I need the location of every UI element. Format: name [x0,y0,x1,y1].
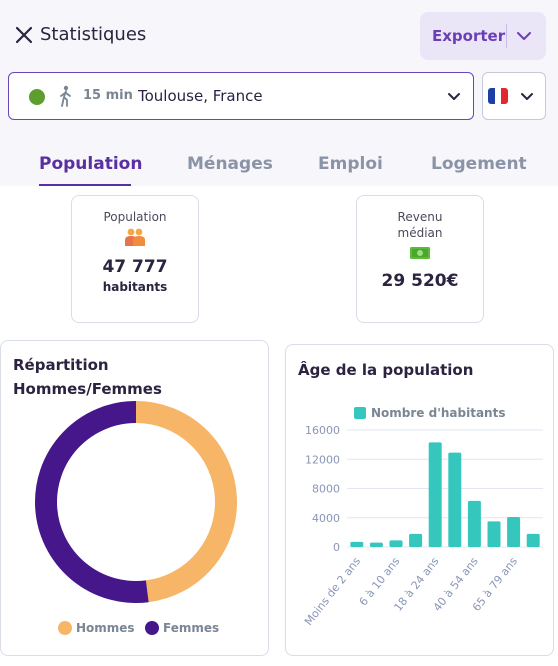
age-chart-card: Âge de la population Nombre d'habitants 1… [285,344,554,656]
y-tick-label: 0 [333,541,340,554]
y-tick-label: 8000 [312,483,340,496]
donut-slice-femmes [35,401,149,603]
tab-population[interactable]: Population [39,154,143,174]
export-button[interactable]: Exporter [420,12,546,60]
page-title: Statistiques [40,24,147,45]
bar [350,541,364,547]
export-label: Exporter [432,27,506,45]
bar [389,540,403,547]
header: Statistiques Exporter 15 min Toulouse, F… [0,0,558,186]
chevron-down-icon [521,93,533,100]
legend-marker [58,621,72,635]
x-tick-label: Moins de 2 ans [302,555,363,628]
statistics-content: Population 47 777 habitants Revenu média… [0,186,558,666]
bar [526,533,540,547]
population-card: Population 47 777 habitants [71,195,199,323]
walking-person-icon [60,85,71,107]
france-flag-icon [488,88,508,104]
city-name: Toulouse, France [138,87,263,105]
bar [487,521,501,547]
bar [409,533,423,547]
y-tick-label: 4000 [312,512,340,525]
legend-label: Nombre d'habitants [371,406,505,420]
gender-chart-card: Répartition Hommes/Femmes Hommes Femmes [0,340,269,656]
tab-menages[interactable]: Ménages [187,154,273,174]
income-label-line2: médian [397,226,443,240]
close-icon[interactable] [14,25,34,45]
export-divider [506,24,507,48]
bar [467,500,481,547]
bar [448,452,462,547]
y-tick-label: 12000 [305,453,340,466]
chart-title: Hommes/Femmes [13,380,162,398]
legend-label: Femmes [163,621,219,635]
population-unit: habitants [102,280,168,294]
tab-logement[interactable]: Logement [431,154,527,174]
chart-title: Âge de la population [298,361,474,379]
money-icon [410,247,430,259]
legend-label: Hommes [76,621,135,635]
population-label: Population [103,210,167,224]
language-selector[interactable] [482,72,546,120]
income-value: 29 520€ [381,271,459,291]
population-value: 47 777 [102,257,168,277]
donut-slice-hommes [135,401,237,603]
location-selector[interactable]: 15 min Toulouse, France [8,72,474,120]
people-icon [125,228,145,246]
legend-marker [354,407,366,419]
bar [428,442,442,547]
status-dot [29,89,45,105]
chart-title: Répartition [13,356,109,374]
gender-donut-chart: Hommes Femmes [35,401,237,635]
bar [507,517,521,547]
active-tab-indicator [39,184,131,186]
income-label-line1: Revenu [397,210,443,224]
income-card: Revenu médian 29 520€ [356,195,484,323]
travel-time: 15 min [83,88,133,103]
age-bar-chart: Nombre d'habitants 16000 12000 8000 4000 0Moi… [302,406,543,628]
legend-marker [145,621,159,635]
chevron-down-icon[interactable] [516,28,532,44]
bar [369,542,383,547]
tab-emploi[interactable]: Emploi [318,154,383,174]
chevron-down-icon [448,93,460,100]
y-tick-label: 16000 [305,424,340,437]
